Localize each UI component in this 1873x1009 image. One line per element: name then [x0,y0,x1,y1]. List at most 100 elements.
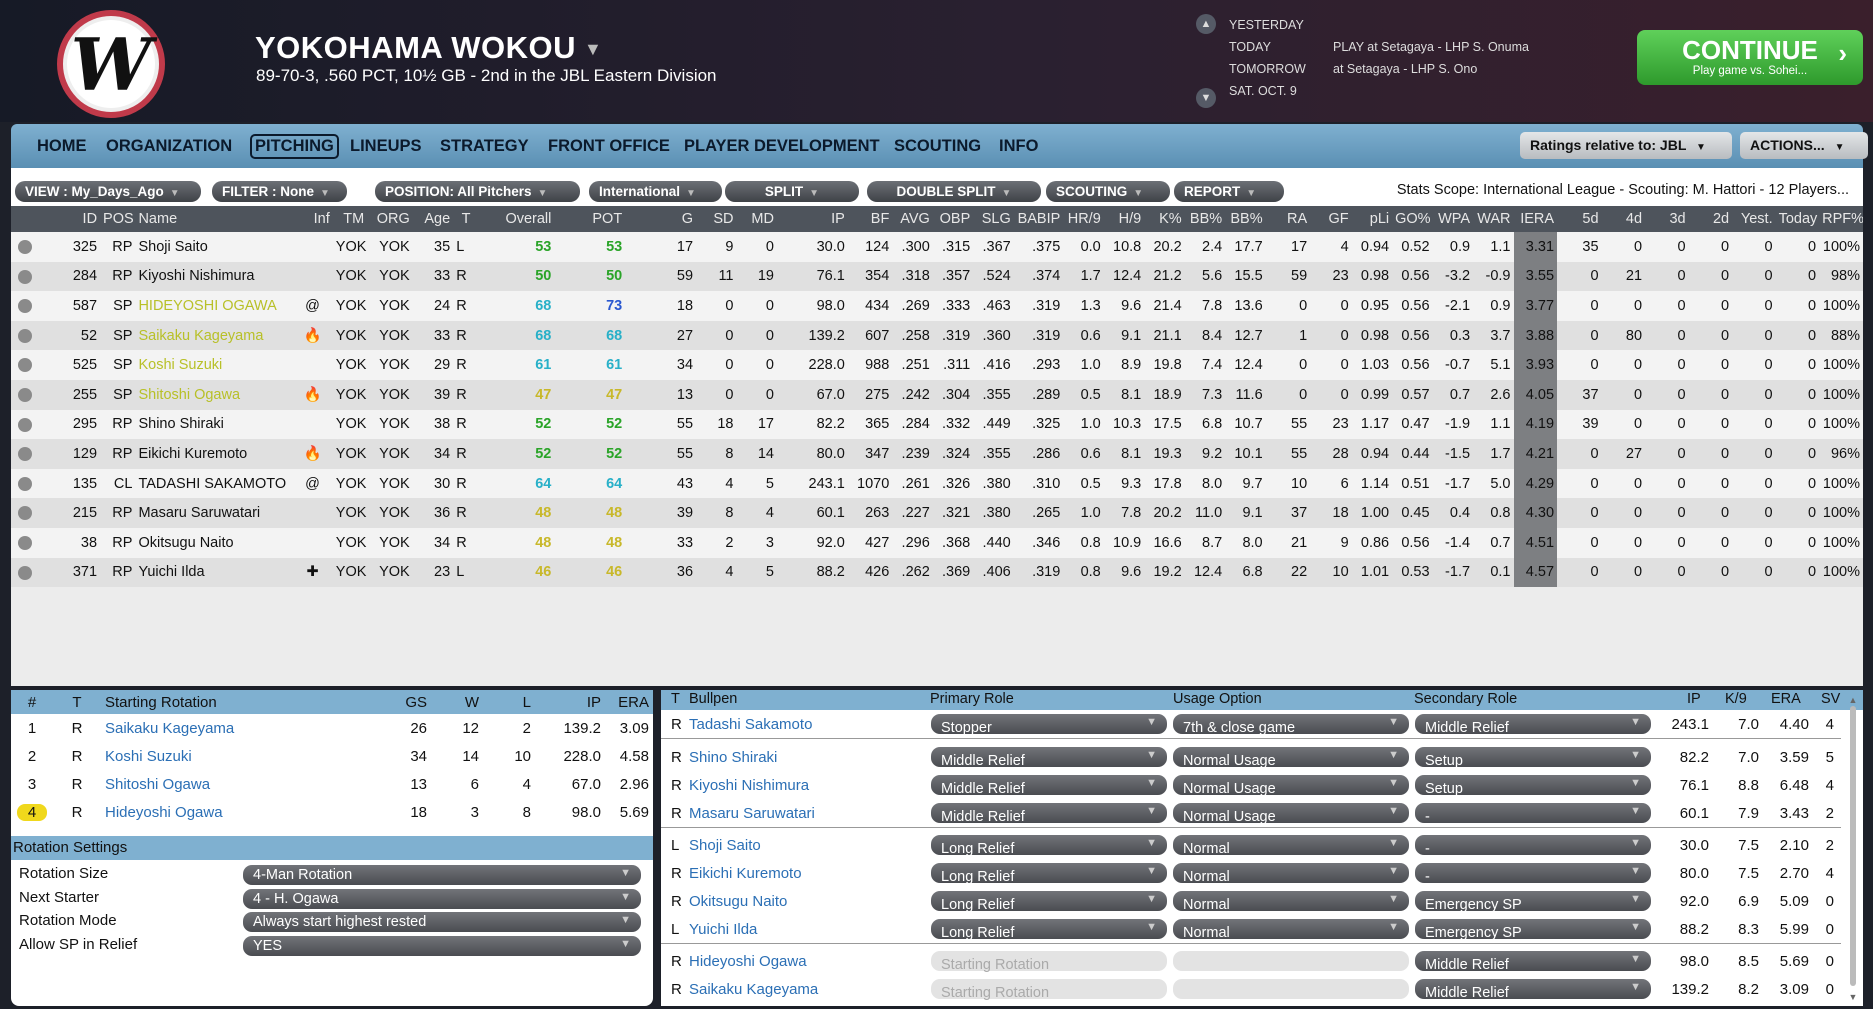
column-header[interactable]: GF [1310,206,1352,232]
primary-role-dropdown[interactable]: Long Relief ▼ [931,835,1167,857]
nav-info[interactable]: INFO [999,137,1039,155]
bullpen-row[interactable]: R Masaru Saruwatari Middle Relief ▼ Normal U… [661,799,1841,827]
bullpen-row[interactable]: L Yuichi Ilda Long Relief ▼ Normal ▼ Emergency… [661,915,1841,943]
bullpen-row[interactable]: R Hideyoshi Ogawa Starting Rotation Middle … [661,947,1841,975]
column-header[interactable]: WAR [1473,206,1514,232]
secondary-role-dropdown[interactable]: Middle Relief ▼ [1415,714,1651,736]
rotation-pitcher[interactable]: Koshi Suzuki [105,747,192,765]
bullpen-row[interactable]: R Shino Shiraki Middle Relief ▼ Normal Usage… [661,743,1841,771]
rotation-setting-dropdown[interactable]: 4-Man Rotation ▼ [243,865,641,885]
column-header[interactable]: 3d [1645,206,1689,232]
secondary-role-dropdown[interactable]: Emergency SP ▼ [1415,891,1651,913]
nav-home[interactable]: HOME [37,137,87,155]
column-header[interactable]: Inf [292,206,333,232]
nav-scouting[interactable]: SCOUTING [894,137,982,155]
column-header[interactable]: 4d [1601,206,1646,232]
column-header[interactable] [11,206,40,232]
usage-dropdown[interactable]: Normal Usage ▼ [1173,775,1409,797]
primary-role-dropdown[interactable]: Stopper ▼ [931,714,1167,736]
usage-dropdown[interactable]: Normal ▼ [1173,919,1409,941]
nav-player-development[interactable]: PLAYER DEVELOPMENT [684,137,880,155]
rotation-row[interactable]: 4 R Hideyoshi Ogawa 18 3 8 98.0 5.69 [11,798,653,826]
double-split-dropdown[interactable]: DOUBLE SPLIT ▼ [867,181,1041,202]
column-header[interactable]: POT [554,206,626,232]
team-logo[interactable]: W [57,10,165,118]
column-header[interactable]: MD [736,206,777,232]
position-dropdown[interactable]: POSITION: All Pitchers ▼ [375,181,580,202]
column-header[interactable]: IERA [1513,206,1558,232]
column-header[interactable]: 2d [1688,206,1733,232]
bullpen-pitcher[interactable]: Hideyoshi Ogawa [689,953,807,970]
bullpen-row[interactable]: L Shoji Saito Long Relief ▼ Normal ▼ - ▼ 30.0 7.5… [661,831,1841,859]
secondary-role-dropdown[interactable]: - ▼ [1415,863,1651,885]
table-row[interactable]: 371 RP Yuichi Ilda ✚ YOK YOK 23 L 46 46 36 4 5 88.2 42… [11,557,1863,588]
primary-role-dropdown[interactable]: Long Relief ▼ [931,863,1167,885]
column-header[interactable]: pLi [1351,206,1393,232]
player-name[interactable]: Eikichi Kuremoto [135,439,293,469]
column-header[interactable]: Overall [473,206,555,232]
rotation-row[interactable]: 1 R Saikaku Kageyama 26 12 2 139.2 3.09 [11,714,653,742]
nav-pitching[interactable]: PITCHING [250,134,339,159]
bullpen-pitcher[interactable]: Yuichi Ilda [689,921,758,938]
usage-dropdown[interactable]: Normal ▼ [1173,863,1409,885]
nav-lineups[interactable]: LINEUPS [350,137,422,155]
usage-dropdown[interactable]: Normal ▼ [1173,835,1409,857]
rotation-pitcher[interactable]: Shitoshi Ogawa [105,775,211,793]
player-name[interactable]: Saikaku Kageyama [135,320,293,351]
player-name[interactable]: Kiyoshi Nishimura [135,261,293,292]
continue-button[interactable]: CONTINUE Play game vs. Sohei... › [1637,30,1863,85]
primary-role-dropdown[interactable]: Middle Relief ▼ [931,803,1167,825]
secondary-role-dropdown[interactable]: - ▼ [1415,803,1651,825]
usage-dropdown[interactable]: Normal Usage ▼ [1173,803,1409,825]
chevron-down-icon[interactable]: ▼ [584,39,603,60]
table-row[interactable]: 295 RP Shino Shiraki YOK YOK 38 R 52 52 55 18 17 82.… [11,409,1863,440]
column-header[interactable]: RPF% [1819,206,1863,232]
column-header[interactable]: Yest. [1732,206,1776,232]
secondary-role-dropdown[interactable]: Middle Relief ▼ [1415,979,1651,1001]
column-header[interactable]: Name [135,206,293,232]
column-header[interactable]: IP [776,206,848,232]
player-name[interactable]: Shitoshi Ogawa [135,379,293,410]
rotation-pitcher[interactable]: Hideyoshi Ogawa [105,803,223,821]
column-header[interactable]: OBP [932,206,974,232]
player-name[interactable]: Shoji Saito [135,232,293,262]
bullpen-row[interactable]: R Tadashi Sakamoto Stopper ▼ 7th & close gam… [661,710,1841,738]
rotation-pitcher[interactable]: Saikaku Kageyama [105,719,235,737]
column-header[interactable]: G [625,206,697,232]
player-name[interactable]: Okitsugu Naito [135,527,293,558]
player-name[interactable]: Shino Shiraki [135,409,293,440]
bullpen-pitcher[interactable]: Tadashi Sakamoto [689,716,813,733]
column-header[interactable]: HR/9 [1063,206,1104,232]
ratings-dropdown[interactable]: Ratings relative to: JBL ▼ [1520,132,1732,159]
secondary-role-dropdown[interactable]: - ▼ [1415,835,1651,857]
column-header[interactable]: TM [332,206,368,232]
primary-role-dropdown[interactable]: Long Relief ▼ [931,891,1167,913]
scrollbar[interactable]: ▲ ▼ [1847,694,1859,1002]
league-dropdown[interactable]: International ▼ [589,181,722,202]
column-header[interactable]: GO% [1392,206,1433,232]
player-name[interactable]: Masaru Saruwatari [135,498,293,528]
primary-role-dropdown[interactable]: Long Relief ▼ [931,919,1167,941]
table-row[interactable]: 129 RP Eikichi Kuremoto 🔥 YOK YOK 34 R 52 52 55 8 14… [11,439,1863,469]
scrollbar-track[interactable]: ▲▼ [1847,694,1859,1002]
table-row[interactable]: 215 RP Masaru Saruwatari YOK YOK 36 R 48 48 39 8 4 6… [11,498,1863,528]
column-header[interactable]: Age [412,206,454,232]
rotation-row[interactable]: 3 R Shitoshi Ogawa 13 6 4 67.0 2.96 [11,770,653,798]
column-header[interactable]: SLG [973,206,1014,232]
split-dropdown[interactable]: SPLIT ▼ [725,181,859,202]
table-row[interactable]: 325 RP Shoji Saito YOK YOK 35 L 53 53 17 9 0 30.0 124… [11,232,1863,262]
table-row[interactable]: 284 RP Kiyoshi Nishimura YOK YOK 33 R 50 50 59 11 1… [11,261,1863,292]
column-header[interactable]: BB% [1225,206,1266,232]
column-header[interactable]: K% [1144,206,1185,232]
column-header[interactable]: Today [1775,206,1820,232]
bullpen-pitcher[interactable]: Okitsugu Naito [689,893,788,910]
chevron-up-icon[interactable]: ▲ [1196,14,1216,34]
column-header[interactable]: SD [696,206,737,232]
actions-dropdown[interactable]: ACTIONS... ▼ [1740,132,1868,159]
bullpen-row[interactable]: R Kiyoshi Nishimura Middle Relief ▼ Normal U… [661,771,1841,799]
bullpen-pitcher[interactable]: Shoji Saito [689,837,761,854]
bullpen-row[interactable]: R Saikaku Kageyama Starting Rotation Middle… [661,975,1841,1003]
column-header[interactable]: BF [847,206,893,232]
table-row[interactable]: 525 SP Koshi Suzuki YOK YOK 29 R 61 61 34 0 0 228.0 9… [11,350,1863,380]
bullpen-pitcher[interactable]: Eikichi Kuremoto [689,865,802,882]
